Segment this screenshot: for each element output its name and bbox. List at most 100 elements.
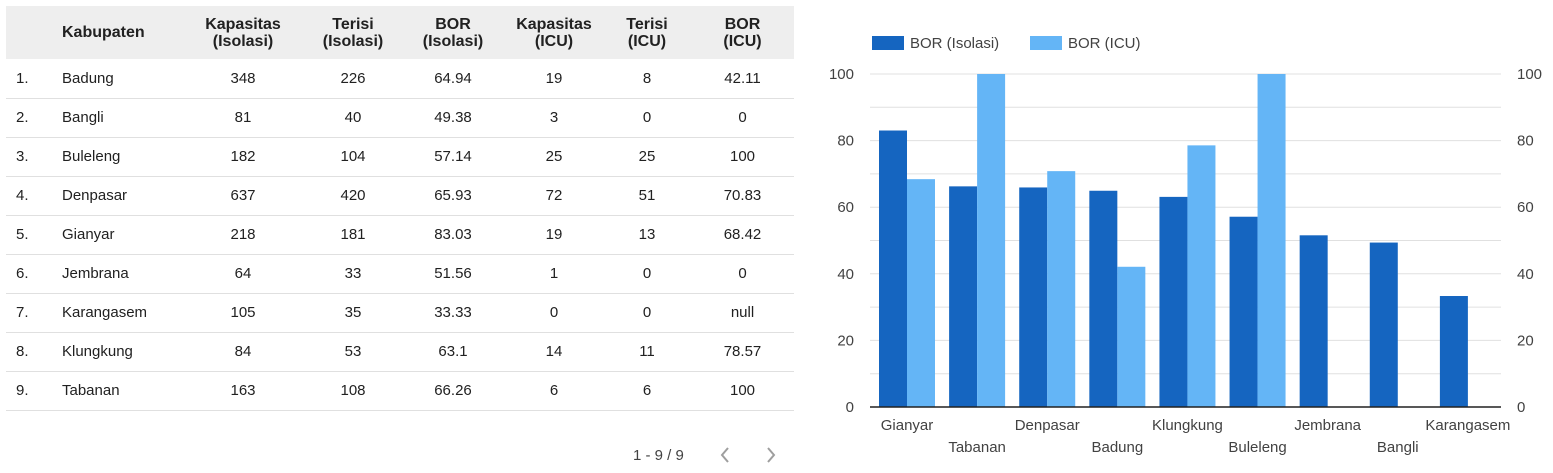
table-row[interactable]: 2. Bangli 81 40 49.38 3 0 0 <box>6 98 794 137</box>
y-tick-label-left: 0 <box>846 399 854 416</box>
cell-kabupaten: Klungkung <box>62 343 133 360</box>
header-kabupaten-label: Kabupaten <box>62 24 145 41</box>
header-line2: (ICU) <box>534 32 574 50</box>
x-tick-label: Klungkung <box>1152 417 1223 434</box>
cell-bor-isolasi: 33.33 <box>434 304 472 321</box>
cell-bor-isolasi: 63.1 <box>438 343 468 360</box>
table-row[interactable]: 1. Badung 348 226 64.94 19 8 42.11 <box>6 59 794 98</box>
cell-kapasitas-icu: 3 <box>549 109 559 126</box>
bar-bor-isolasi <box>1019 187 1048 407</box>
header-bor-icu[interactable]: BOR (ICU) <box>691 6 794 59</box>
cell-kabupaten: Badung <box>62 69 114 87</box>
header-line1: Kapasitas <box>516 15 592 33</box>
bor-table: Kabupaten Kapasitas (Isolasi) Terisi (Isol… <box>6 6 794 411</box>
bar-bor-icu <box>1257 74 1286 407</box>
chevron-left-icon[interactable] <box>714 444 736 466</box>
bar-bor-isolasi <box>1439 296 1468 407</box>
x-tick-label: Gianyar <box>881 417 934 434</box>
table-body: 1. Badung 348 226 64.94 19 8 42.11 2. Bangli 81 40 4… <box>6 59 794 410</box>
cell-bor-icu: 42.11 <box>724 69 761 87</box>
cell-terisi-icu: 6 <box>642 382 652 399</box>
header-line2: (Isolasi) <box>322 32 384 50</box>
header-line2: (Isolasi) <box>422 32 484 50</box>
cell-bor-icu: 0 <box>738 265 747 282</box>
cell-bor-isolasi: 64.94 <box>434 69 472 87</box>
y-tick-label-right: 20 <box>1517 332 1534 349</box>
cell-kapasitas-isolasi: 81 <box>234 109 252 126</box>
cell-terisi-icu: 8 <box>642 69 652 87</box>
table-row[interactable]: 8. Klungkung 84 53 63.1 14 11 78.57 <box>6 332 794 371</box>
table-row[interactable]: 6. Jembrana 64 33 51.56 1 0 0 <box>6 254 794 293</box>
table-row[interactable]: 9. Tabanan 163 108 66.26 6 6 100 <box>6 371 794 410</box>
y-tick-label-left: 60 <box>837 199 854 216</box>
bar-bor-isolasi <box>1159 196 1188 407</box>
x-tick-label: Denpasar <box>1015 417 1080 434</box>
cell-kapasitas-isolasi: 64 <box>234 265 252 282</box>
cell-no: 6. <box>16 265 29 282</box>
chevron-right-icon[interactable] <box>760 444 782 466</box>
cell-no: 7. <box>16 304 29 321</box>
header-kabupaten[interactable]: Kabupaten <box>56 6 181 59</box>
cell-terisi-isolasi: 35 <box>344 304 362 321</box>
bar-bor-isolasi <box>879 130 907 407</box>
legend-label: BOR (ICU) <box>1068 35 1141 52</box>
cell-bor-isolasi: 49.38 <box>434 109 472 126</box>
cell-bor-isolasi: 65.93 <box>434 187 472 204</box>
y-tick-label-right: 60 <box>1517 199 1534 216</box>
cell-kabupaten: Bangli <box>62 109 104 126</box>
cell-no: 8. <box>16 343 29 360</box>
y-tick-label-right: 0 <box>1517 399 1525 416</box>
cell-kabupaten: Buleleng <box>62 148 121 165</box>
header-line2: (ICU) <box>723 32 762 50</box>
page-range-label: 1 - 9 / 9 <box>633 447 684 464</box>
x-tick-label: Buleleng <box>1228 439 1286 456</box>
cell-kabupaten: Denpasar <box>62 187 128 204</box>
bar-bor-icu <box>1047 171 1076 407</box>
header-kapasitas-icu[interactable]: Kapasitas (ICU) <box>505 6 603 59</box>
cell-bor-icu: 100 <box>729 148 756 165</box>
cell-bor-icu: 70.83 <box>723 187 762 204</box>
y-tick-label-left: 80 <box>837 133 854 150</box>
bar-bor-icu <box>907 179 935 407</box>
table-row[interactable]: 3. Buleleng 182 104 57.14 25 25 100 <box>6 137 794 176</box>
table-row[interactable]: 5. Gianyar 218 181 83.03 19 13 68.42 <box>6 215 794 254</box>
bor-table-panel: Kabupaten Kapasitas (Isolasi) Terisi (Isol… <box>6 6 794 411</box>
bor-bar-chart: 0 0 20 20 40 40 60 60 80 80 100 100 Gianyar Tabanan De… <box>829 35 1542 456</box>
cell-kabupaten: Jembrana <box>62 265 129 282</box>
cell-kapasitas-icu: 0 <box>549 304 559 321</box>
cell-kapasitas-icu: 19 <box>545 226 563 243</box>
x-tick-label: Tabanan <box>948 439 1006 456</box>
legend-swatch <box>1030 36 1062 50</box>
pagination: 1 - 9 / 9 <box>620 440 795 466</box>
cell-kapasitas-icu: 6 <box>549 382 559 399</box>
cell-no: 9. <box>16 382 29 399</box>
cell-kapasitas-icu: 1 <box>549 265 559 282</box>
cell-bor-icu: 0 <box>738 109 747 126</box>
cell-no: 4. <box>16 187 29 204</box>
cell-kapasitas-icu: 25 <box>545 148 563 165</box>
header-line2: (Isolasi) <box>212 32 274 50</box>
table-row[interactable]: 7. Karangasem 105 35 33.33 0 0 null <box>6 293 794 332</box>
header-line1: BOR <box>724 15 761 33</box>
cell-kapasitas-isolasi: 182 <box>230 148 256 165</box>
cell-bor-icu: 100 <box>729 382 756 399</box>
cell-bor-isolasi: 83.03 <box>434 226 472 243</box>
header-bor-isolasi[interactable]: BOR (Isolasi) <box>401 6 505 59</box>
x-tick-label: Jembrana <box>1294 417 1361 434</box>
cell-no: 2. <box>16 109 29 126</box>
header-terisi-isolasi[interactable]: Terisi (Isolasi) <box>305 6 401 59</box>
legend-label: BOR (Isolasi) <box>910 35 999 52</box>
bar-bor-isolasi <box>1089 190 1118 407</box>
y-tick-label-left: 40 <box>837 266 854 283</box>
cell-kapasitas-isolasi: 84 <box>234 343 252 360</box>
cell-terisi-isolasi: 226 <box>340 69 366 87</box>
y-tick-label-right: 100 <box>1517 66 1542 83</box>
cell-terisi-isolasi: 53 <box>344 343 362 360</box>
bar-bor-isolasi <box>1369 242 1398 407</box>
cell-kapasitas-isolasi: 163 <box>230 382 256 399</box>
table-row[interactable]: 4. Denpasar 637 420 65.93 72 51 70.83 <box>6 176 794 215</box>
cell-terisi-icu: 11 <box>639 343 655 360</box>
cell-bor-icu: 68.42 <box>723 226 762 243</box>
header-kapasitas-isolasi[interactable]: Kapasitas (Isolasi) <box>181 6 305 59</box>
header-terisi-icu[interactable]: Terisi (ICU) <box>603 6 691 59</box>
